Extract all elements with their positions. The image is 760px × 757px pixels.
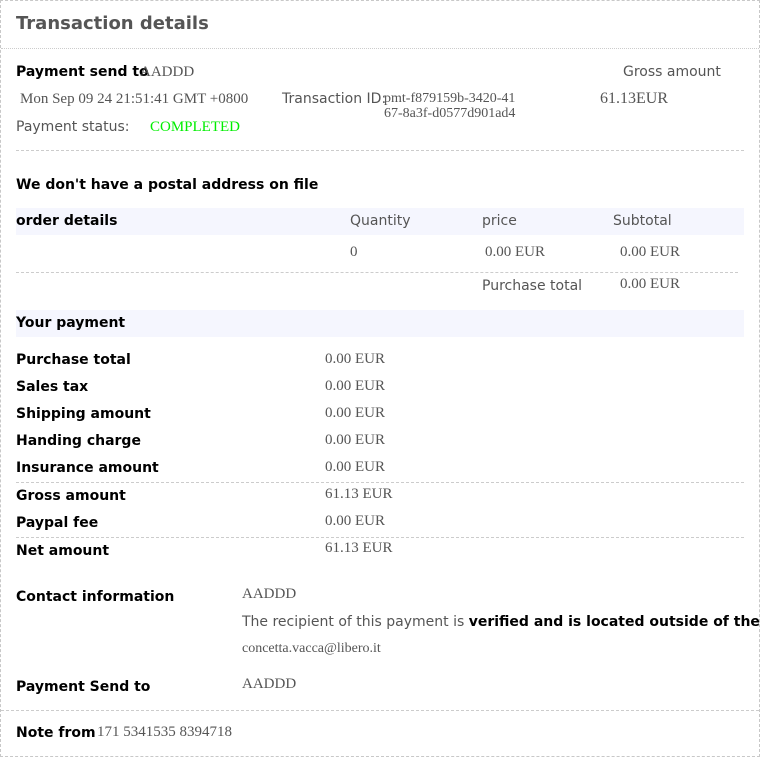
payment-row-label: Sales tax xyxy=(16,379,89,395)
divider xyxy=(1,710,759,711)
send-to-value: AADDD xyxy=(140,64,195,80)
payment-row-value: 0.00 EUR xyxy=(325,513,385,529)
payment-row-label: Insurance amount xyxy=(16,460,159,476)
payment-row-label: Shipping amount xyxy=(16,406,151,422)
transaction-id-line1: pmt-f879159b-3420-41 xyxy=(384,91,516,106)
send-to-footer-value: AADDD xyxy=(242,676,297,692)
your-payment-heading: Your payment xyxy=(16,315,126,331)
payment-row-value: 0.00 EUR xyxy=(325,459,385,475)
verified-text: The recipient of this payment is verifie… xyxy=(242,614,760,630)
gross-label: Gross amount xyxy=(623,64,721,80)
payment-row-value: 61.13 EUR xyxy=(325,486,393,502)
order-header-row xyxy=(16,208,744,235)
subtotal-header: Subtotal xyxy=(613,213,672,229)
note-value: 171 5341535 8394718 xyxy=(97,724,232,740)
transaction-id-label: Transaction ID: xyxy=(282,91,387,107)
payment-row-value: 61.13 EUR xyxy=(325,540,393,556)
page-title: Transaction details xyxy=(16,13,209,34)
verified-prefix: The recipient of this payment is xyxy=(242,614,469,630)
payment-row-value: 0.00 EUR xyxy=(325,378,385,394)
send-to-label: Payment send to xyxy=(16,64,149,80)
divider xyxy=(1,48,759,49)
payment-row-label: Purchase total xyxy=(16,352,131,368)
verified-status: verified and is located outside of the U… xyxy=(468,614,760,630)
transaction-id-line2: 67-8a3f-d0577d901ad4 xyxy=(384,106,516,121)
payment-row-label: Net amount xyxy=(16,543,110,559)
status-label: Payment status: xyxy=(16,119,130,135)
payment-row-label: Paypal fee xyxy=(16,515,99,531)
price-header: price xyxy=(482,213,517,229)
contact-label: Contact information xyxy=(16,589,175,605)
contact-name: AADDD xyxy=(242,586,297,602)
purchase-total-label: Purchase total xyxy=(482,278,583,294)
divider xyxy=(16,482,744,483)
status-badge: COMPLETED xyxy=(150,119,240,135)
divider xyxy=(16,272,738,273)
payment-header-row xyxy=(16,310,744,337)
payment-row-label: Handing charge xyxy=(16,433,141,449)
payment-row-value: 0.00 EUR xyxy=(325,405,385,421)
order-quantity: 0 xyxy=(350,244,358,260)
gross-value: 61.13EUR xyxy=(600,90,668,107)
transaction-date: Mon Sep 09 24 21:51:41 GMT +0800 xyxy=(20,91,249,107)
payment-row-value: 0.00 EUR xyxy=(325,351,385,367)
quantity-header: Quantity xyxy=(350,213,411,229)
payment-row-label: Gross amount xyxy=(16,488,126,504)
contact-email[interactable]: concetta.vacca@libero.it xyxy=(242,641,381,656)
purchase-total-value: 0.00 EUR xyxy=(620,276,680,292)
postal-note: We don't have a postal address on file xyxy=(16,177,319,193)
send-to-footer-label: Payment Send to xyxy=(16,679,151,695)
payment-row-value: 0.00 EUR xyxy=(325,432,385,448)
divider xyxy=(16,150,744,151)
order-details-header: order details xyxy=(16,213,118,229)
order-price: 0.00 EUR xyxy=(485,244,545,260)
divider xyxy=(16,537,744,538)
order-subtotal: 0.00 EUR xyxy=(620,244,680,260)
note-label: Note from xyxy=(16,725,96,741)
